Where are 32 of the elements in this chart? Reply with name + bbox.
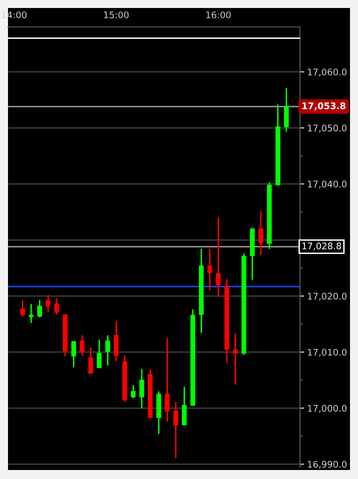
x-tick-label: 16:00 (206, 11, 231, 18)
candlestick (173, 401, 178, 459)
ref-line-label: 17,028.8 (302, 242, 342, 250)
candlestick (54, 298, 60, 316)
candlestick (232, 332, 238, 386)
candlestick (105, 334, 110, 366)
y-tick-label: 17,000.0 (308, 404, 347, 413)
candlestick (130, 384, 136, 399)
candlestick (284, 87, 289, 133)
y-tick-label: 17,020.0 (308, 292, 347, 301)
candlestick (164, 337, 170, 422)
x-tick-label: 15:00 (104, 11, 129, 18)
candlestick (37, 299, 42, 318)
y-tick-label: 17,010.0 (308, 348, 347, 357)
candlestick (139, 368, 144, 409)
y-tick-label: 17,050.0 (308, 124, 347, 132)
candlestick (20, 299, 26, 318)
candlestick (182, 386, 187, 426)
y-tick-label: 16,990.0 (308, 460, 347, 469)
y-tick-label: 17,060.0 (308, 68, 347, 76)
ref-line-label: 17,053.8 (302, 102, 346, 110)
candlestick (46, 294, 51, 313)
y-tick-label: 17,040.0 (308, 180, 347, 188)
candlestick (156, 390, 162, 435)
candlestick (216, 216, 221, 298)
candlestick (80, 334, 85, 356)
candlestick (207, 248, 212, 292)
candlestick (114, 320, 119, 362)
candlestick (88, 346, 94, 374)
candlestick (96, 339, 102, 368)
candlestick (71, 340, 76, 368)
candlestick (258, 210, 264, 256)
